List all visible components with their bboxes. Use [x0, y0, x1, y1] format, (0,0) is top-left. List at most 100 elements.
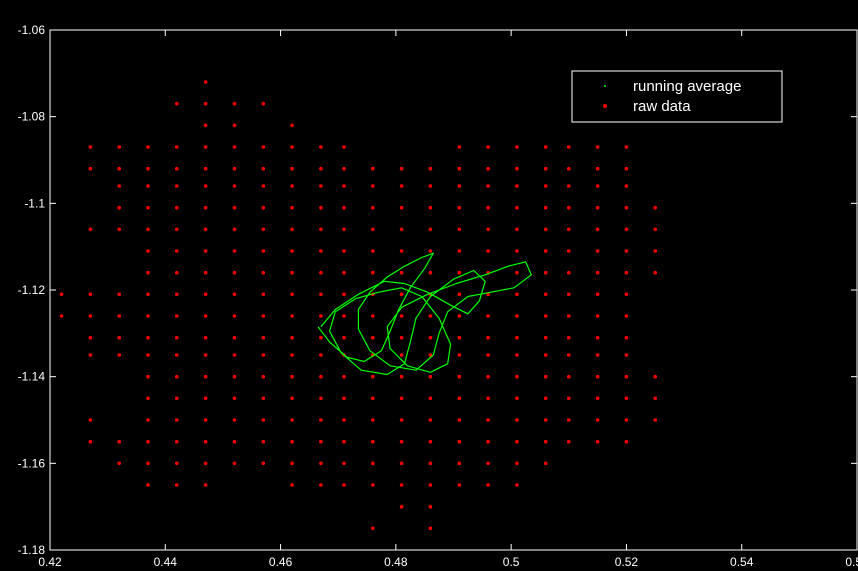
raw-data-point — [428, 439, 433, 444]
raw-data-point — [457, 374, 462, 379]
raw-data-point — [88, 314, 93, 318]
y-axis: -1.06 -1.08 -1.1 -1.12 -1.14 -1.16 -1.18 — [18, 23, 857, 557]
legend-box — [571, 70, 783, 123]
raw-data-point — [232, 205, 237, 210]
raw-data-point — [203, 314, 208, 318]
raw-data-point — [543, 314, 548, 318]
raw-data-point — [515, 396, 519, 401]
raw-data-point — [399, 166, 404, 171]
raw-data-point — [261, 101, 266, 106]
raw-data-point — [175, 353, 179, 357]
x-tick-label: 0.44 — [154, 555, 178, 569]
raw-data-point — [595, 396, 600, 401]
raw-data-point — [342, 396, 346, 401]
raw-data-point — [624, 184, 629, 188]
raw-data-point — [371, 270, 375, 275]
raw-data-point — [117, 166, 121, 171]
raw-data-point — [146, 374, 150, 379]
raw-data-point — [624, 205, 629, 210]
raw-data-point — [290, 335, 294, 340]
x-tick-label: 0.46 — [269, 555, 293, 569]
raw-data-point — [203, 270, 208, 275]
raw-data-point — [567, 270, 571, 275]
raw-data-point — [567, 374, 571, 379]
raw-data-point — [543, 249, 548, 253]
raw-data-point — [88, 292, 93, 297]
raw-data-point — [399, 249, 404, 253]
raw-data-point — [175, 335, 179, 340]
raw-data-point — [624, 418, 629, 422]
raw-data-point — [595, 249, 600, 253]
raw-data-point — [371, 396, 375, 401]
raw-data-point — [595, 184, 600, 188]
raw-data-point — [290, 184, 294, 188]
raw-data-point — [175, 314, 179, 318]
raw-data-point — [457, 461, 462, 466]
raw-data-point — [399, 483, 404, 487]
raw-data-point — [88, 418, 93, 422]
raw-data-point — [290, 396, 294, 401]
raw-data-point — [88, 335, 93, 340]
legend-running-average-label: running average — [633, 78, 741, 95]
raw-data-point — [146, 353, 150, 357]
raw-data-point — [232, 418, 237, 422]
raw-data-point — [428, 314, 433, 318]
raw-data-point — [342, 145, 346, 149]
raw-data-point — [203, 227, 208, 232]
raw-data-point — [515, 374, 519, 379]
raw-data-point — [428, 249, 433, 253]
raw-data-point — [595, 439, 600, 444]
raw-data-point — [146, 292, 150, 297]
raw-data-point — [399, 205, 404, 210]
raw-data-point — [595, 145, 600, 149]
raw-data-point — [290, 314, 294, 318]
raw-data-point — [567, 145, 571, 149]
raw-data-point — [342, 184, 346, 188]
raw-data-point — [146, 396, 150, 401]
raw-data-point — [486, 461, 490, 466]
raw-data-point — [486, 184, 490, 188]
raw-data-point — [203, 483, 208, 487]
raw-data-point — [428, 353, 433, 357]
raw-data-point — [88, 227, 93, 232]
raw-data-point — [319, 353, 323, 357]
raw-data-point — [146, 314, 150, 318]
raw-data-point — [342, 439, 346, 444]
raw-data-point — [428, 184, 433, 188]
raw-data-point — [117, 461, 121, 466]
raw-data-point — [261, 205, 266, 210]
raw-data-point — [203, 123, 208, 128]
raw-data-point — [342, 270, 346, 275]
raw-data-point — [515, 166, 519, 171]
raw-data-point — [567, 166, 571, 171]
raw-data-point — [595, 353, 600, 357]
raw-data-point — [261, 374, 266, 379]
raw-data-point — [428, 483, 433, 487]
raw-data-point — [319, 166, 323, 171]
raw-data-point — [290, 292, 294, 297]
raw-data-point — [428, 526, 433, 531]
raw-data-point — [399, 504, 404, 509]
raw-data-point — [342, 335, 346, 340]
legend-running-average-marker — [604, 85, 606, 87]
raw-data-point — [175, 270, 179, 275]
raw-data-point — [371, 439, 375, 444]
raw-data-point — [232, 101, 237, 106]
raw-data-point — [146, 227, 150, 232]
raw-data-point — [261, 396, 266, 401]
raw-data-point — [624, 374, 629, 379]
raw-data-point — [486, 314, 490, 318]
raw-data-point — [515, 249, 519, 253]
raw-data-point — [457, 166, 462, 171]
raw-data-point — [653, 374, 657, 379]
raw-data-point — [117, 335, 121, 340]
raw-data-point — [319, 270, 323, 275]
raw-data-point — [319, 205, 323, 210]
raw-data-point — [486, 166, 490, 171]
raw-data-point — [342, 418, 346, 422]
raw-data-point — [515, 335, 519, 340]
raw-data-point — [342, 166, 346, 171]
raw-data-point — [342, 227, 346, 232]
raw-data-point — [457, 249, 462, 253]
raw-data-point — [88, 353, 93, 357]
